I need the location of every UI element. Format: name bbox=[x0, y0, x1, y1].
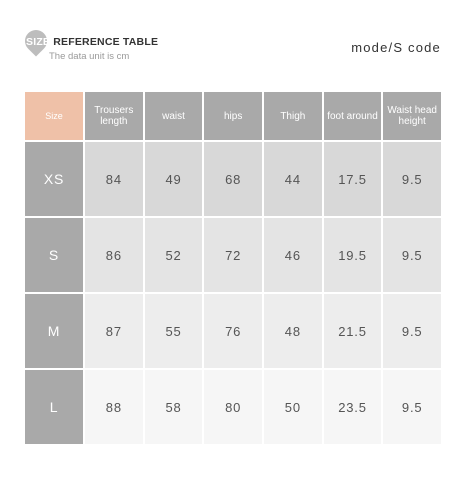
table-cell: 17.5 bbox=[323, 142, 382, 216]
table-cell: 44 bbox=[264, 142, 322, 216]
column-header-waist-head-height: Waist head height bbox=[383, 92, 441, 140]
row-size-label: XS bbox=[25, 142, 83, 216]
table-cell: 86 bbox=[85, 218, 143, 292]
table-cell: 23.5 bbox=[323, 370, 382, 444]
mode-label: mode/S code bbox=[351, 40, 441, 55]
column-header-thigh: Thigh bbox=[264, 92, 322, 140]
table-cell: 50 bbox=[264, 370, 322, 444]
size-table: Size Trousers length waist hips Thigh fo… bbox=[25, 92, 441, 444]
table-cell: 49 bbox=[144, 142, 203, 216]
table-cell: 19.5 bbox=[323, 218, 382, 292]
column-header-waist: waist bbox=[144, 92, 203, 140]
column-header-hips: hips bbox=[204, 92, 262, 140]
column-header-foot-around: foot around bbox=[323, 92, 382, 140]
table-cell: 84 bbox=[85, 142, 143, 216]
table-cell: 9.5 bbox=[383, 218, 441, 292]
table-cell: 52 bbox=[144, 218, 203, 292]
header: SIZE REFERENCE TABLE The data unit is cm… bbox=[20, 25, 445, 70]
column-header-trousers-length: Trousers length bbox=[85, 92, 143, 140]
table-cell: 9.5 bbox=[383, 142, 441, 216]
table-cell: 9.5 bbox=[383, 294, 441, 368]
title-rest: REFERENCE TABLE bbox=[50, 36, 159, 48]
table-cell: 21.5 bbox=[323, 294, 382, 368]
unit-note: The data unit is cm bbox=[49, 51, 130, 62]
table-cell: 88 bbox=[85, 370, 143, 444]
row-size-label: L bbox=[25, 370, 83, 444]
page-title: SIZE REFERENCE TABLE bbox=[26, 36, 158, 48]
table-cell: 80 bbox=[204, 370, 262, 444]
table-cell: 87 bbox=[85, 294, 143, 368]
table-cell: 9.5 bbox=[383, 370, 441, 444]
table-cell: 76 bbox=[204, 294, 262, 368]
table-cell: 55 bbox=[144, 294, 203, 368]
table-cell: 72 bbox=[204, 218, 262, 292]
title-size-word: SIZE bbox=[26, 36, 51, 48]
table-cell: 46 bbox=[264, 218, 322, 292]
column-header-size: Size bbox=[25, 92, 83, 140]
table-cell: 68 bbox=[204, 142, 262, 216]
row-size-label: S bbox=[25, 218, 83, 292]
row-size-label: M bbox=[25, 294, 83, 368]
table-cell: 58 bbox=[144, 370, 203, 444]
table-cell: 48 bbox=[264, 294, 322, 368]
